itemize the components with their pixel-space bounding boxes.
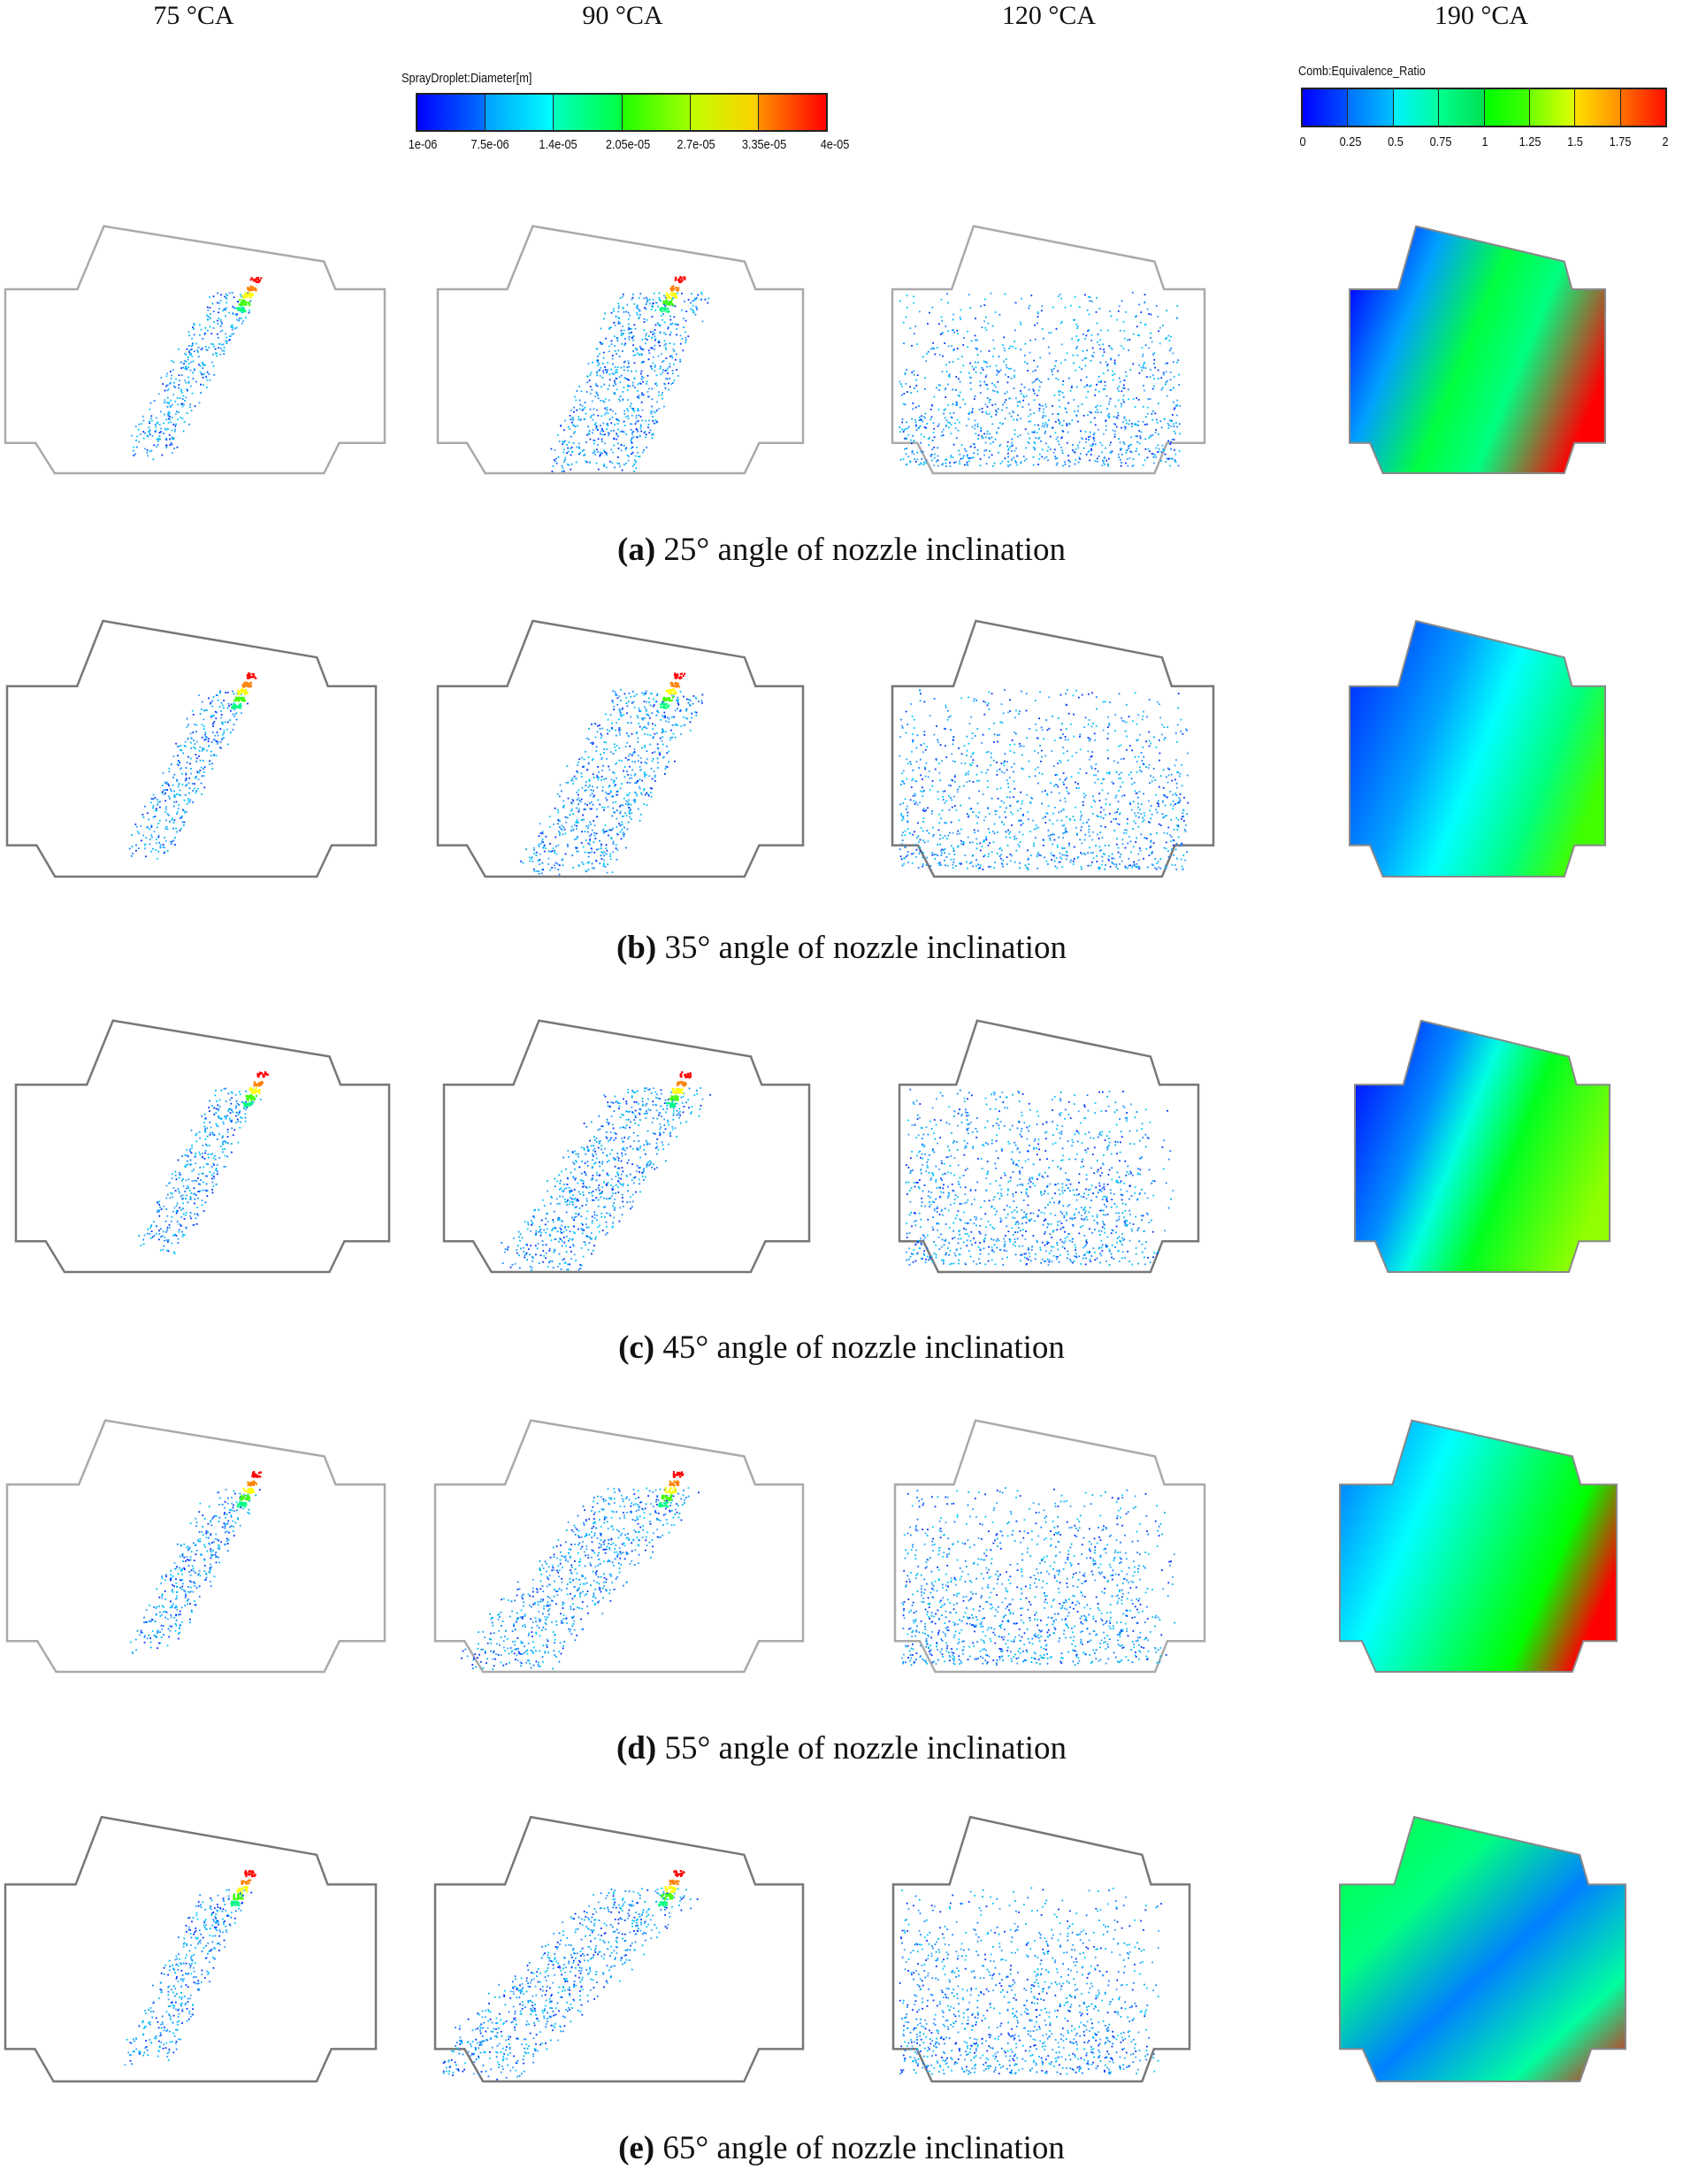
caption-text: 45° angle of nozzle inclination [662,1330,1065,1366]
diameter-colorbar [416,93,828,132]
equivalence-ratio-contour-190ca [1339,1812,1626,2082]
spray-droplet-plot-120ca [891,1812,1191,2083]
column-header-120ca: 120 °CA [1001,1,1097,30]
caption-text: 55° angle of nozzle inclination [664,1730,1067,1766]
caption-label: (e) [618,2130,655,2166]
spray-droplet-plot-75ca [5,616,378,878]
spray-droplet-plot-90ca [436,221,805,475]
spray-droplet-plot-75ca [4,1812,378,2083]
column-header-190ca: 190 °CA [1434,1,1529,30]
equivalence-colorbar [1301,88,1667,127]
equivalence-tick: 0.25 [1339,134,1362,149]
equivalence-tick: 0.5 [1388,134,1404,149]
equivalence-tick: 1.75 [1609,134,1632,149]
caption-c: (c) 45° angle of nozzle inclination [0,1329,1683,1368]
diameter-tick: 1.4e-05 [539,137,578,152]
equivalence-tick: 2 [1662,134,1669,149]
spray-droplet-plot-75ca [5,1415,386,1674]
caption-label: (d) [616,1730,657,1766]
caption-b: (b) 35° angle of nozzle inclination [0,929,1683,968]
equivalence-tick: 0.75 [1429,134,1452,149]
caption-text: 65° angle of nozzle inclination [662,2130,1065,2166]
spray-droplet-plot-90ca [436,616,805,878]
equivalence-tick: 1.25 [1519,134,1541,149]
equivalence-ratio-contour-190ca [1354,1015,1610,1273]
equivalence-legend: Comb:Equivalence_Ratio 0 0.25 0.5 0.75 1… [1298,64,1679,152]
equivalence-legend-title: Comb:Equivalence_Ratio [1298,64,1426,79]
equivalence-ratio-contour-190ca [1339,1415,1618,1673]
column-header-90ca: 90 °CA [582,1,663,30]
equivalence-ratio-contour-190ca [1349,221,1606,474]
caption-text: 35° angle of nozzle inclination [664,930,1067,966]
spray-droplet-plot-120ca [891,616,1215,878]
caption-e: (e) 65° angle of nozzle inclination [0,2129,1683,2168]
equivalence-tick: 0 [1299,134,1306,149]
diameter-tick: 2.7e-05 [677,137,715,152]
spray-droplet-plot-120ca [893,1415,1206,1674]
equivalence-ratio-contour-190ca [1349,616,1606,877]
spray-droplet-plot-90ca [433,1812,805,2083]
equivalence-tick: 1.5 [1567,134,1583,149]
diameter-tick: 1e-06 [408,137,438,152]
diameter-legend: SprayDroplet:Diameter[m] 1e-06 7.5e-06 1… [402,71,861,159]
caption-label: (a) [617,532,656,568]
diameter-tick: 4e-05 [820,137,850,152]
spray-droplet-plot-75ca [14,1015,391,1274]
spray-droplet-plot-75ca [4,221,386,475]
caption-d: (d) 55° angle of nozzle inclination [0,1729,1683,1768]
caption-a: (a) 25° angle of nozzle inclination [0,531,1683,570]
equivalence-tick: 1 [1481,134,1488,149]
spray-droplet-plot-90ca [442,1015,811,1274]
caption-label: (c) [618,1330,655,1366]
diameter-legend-title: SprayDroplet:Diameter[m] [402,71,532,86]
spray-droplet-plot-120ca [898,1015,1200,1274]
column-header-75ca: 75 °CA [153,1,234,30]
caption-text: 25° angle of nozzle inclination [663,532,1066,568]
spray-droplet-plot-90ca [433,1415,805,1674]
spray-droplet-plot-120ca [891,221,1206,475]
diameter-tick: 7.5e-06 [470,137,509,152]
caption-label: (b) [616,930,657,966]
diameter-tick: 3.35e-05 [741,137,787,152]
diameter-tick: 2.05e-05 [605,137,651,152]
